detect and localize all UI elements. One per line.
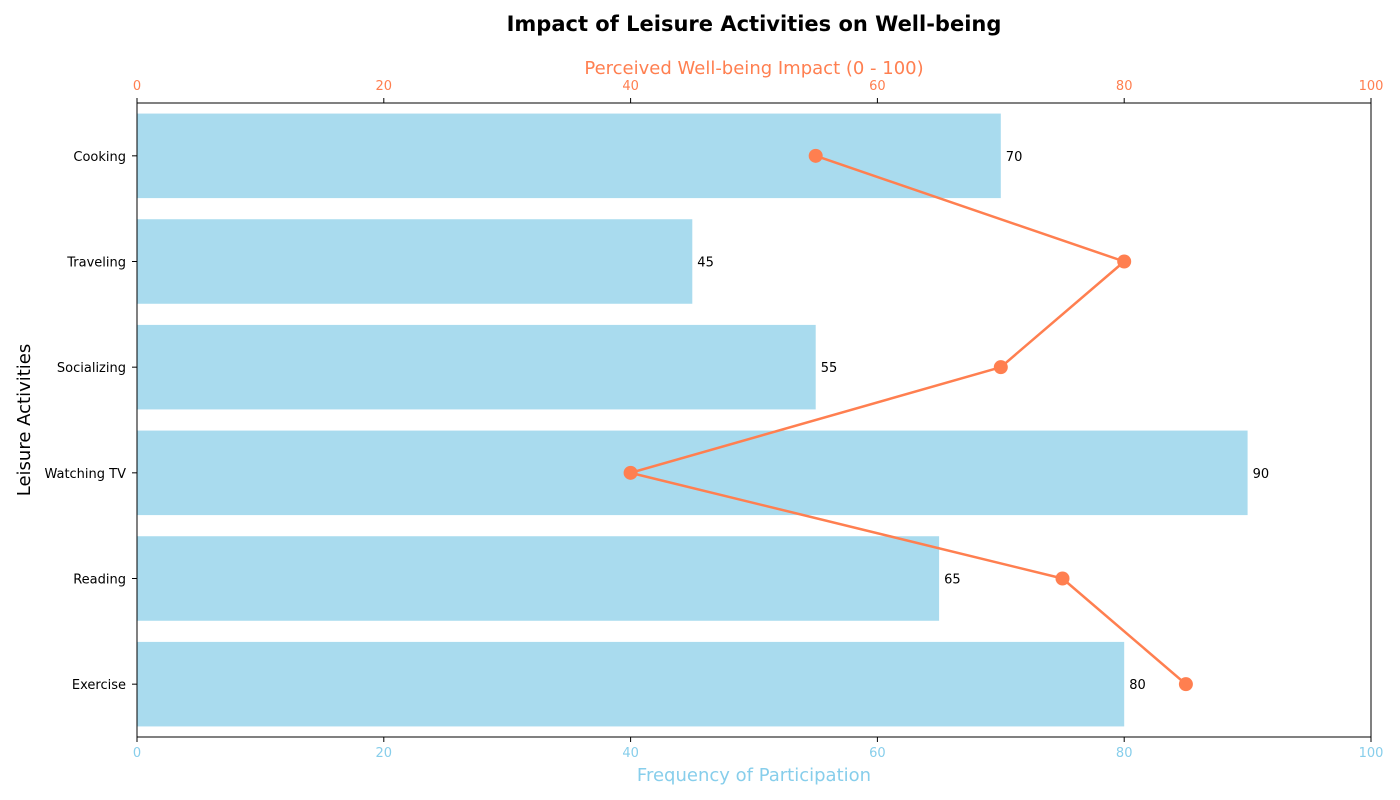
bar — [137, 641, 1125, 727]
bar-value-label: 80 — [1129, 678, 1146, 693]
category-label: Exercise — [72, 678, 126, 693]
bottom-tick-label: 40 — [622, 746, 639, 761]
y-axis-label: Leisure Activities — [14, 344, 35, 497]
bottom-tick-label: 60 — [869, 746, 886, 761]
category-label: Cooking — [73, 150, 126, 165]
bar — [137, 324, 816, 410]
wellbeing-line — [629, 154, 1187, 686]
bar — [137, 113, 1001, 199]
category-label: Traveling — [66, 256, 126, 271]
bar-value-label: 70 — [1006, 150, 1023, 165]
top-tick-label: 100 — [1359, 79, 1384, 94]
bar — [137, 430, 1248, 516]
top-tick-label: 0 — [133, 79, 141, 94]
category-label: Socializing — [57, 361, 126, 376]
bar-value-label: 90 — [1253, 467, 1270, 482]
wellbeing-point — [1117, 254, 1132, 269]
bar — [137, 219, 693, 304]
top-tick-label: 80 — [1116, 79, 1133, 94]
bar-value-label: 55 — [821, 361, 838, 376]
bottom-axis-label: Frequency of Participation — [637, 765, 871, 786]
wellbeing-point — [1055, 571, 1070, 586]
top-tick-label: 40 — [622, 79, 639, 94]
wellbeing-point — [993, 360, 1008, 375]
bottom-tick-label: 0 — [133, 746, 141, 761]
top-tick-label: 20 — [376, 79, 393, 94]
bottom-tick-label: 100 — [1359, 746, 1384, 761]
bar-value-label: 45 — [697, 256, 714, 271]
chart-title: Impact of Leisure Activities on Well-bei… — [507, 12, 1002, 36]
bottom-tick-label: 20 — [376, 746, 393, 761]
line-layer — [623, 148, 1193, 692]
bar-labels-layer: 80 65 90 55 45 70 — [697, 150, 1269, 693]
bars-layer — [137, 113, 1248, 727]
top-axis-label: Perceived Well-being Impact (0 - 100) — [584, 58, 923, 79]
plot-frame — [136, 102, 1372, 738]
bar — [137, 536, 940, 621]
bottom-tick-label: 80 — [1116, 746, 1133, 761]
top-tick-label: 60 — [869, 79, 886, 94]
wellbeing-point — [623, 465, 638, 480]
wellbeing-point — [808, 148, 823, 163]
wellbeing-point — [1178, 677, 1193, 692]
category-label: Watching TV — [44, 467, 126, 482]
bar-value-label: 65 — [944, 573, 961, 588]
category-label: Reading — [73, 573, 126, 588]
axes-layer: 0 20 40 60 80 100 0 20 40 60 80 100 Exercise Reading W… — [44, 79, 1383, 761]
